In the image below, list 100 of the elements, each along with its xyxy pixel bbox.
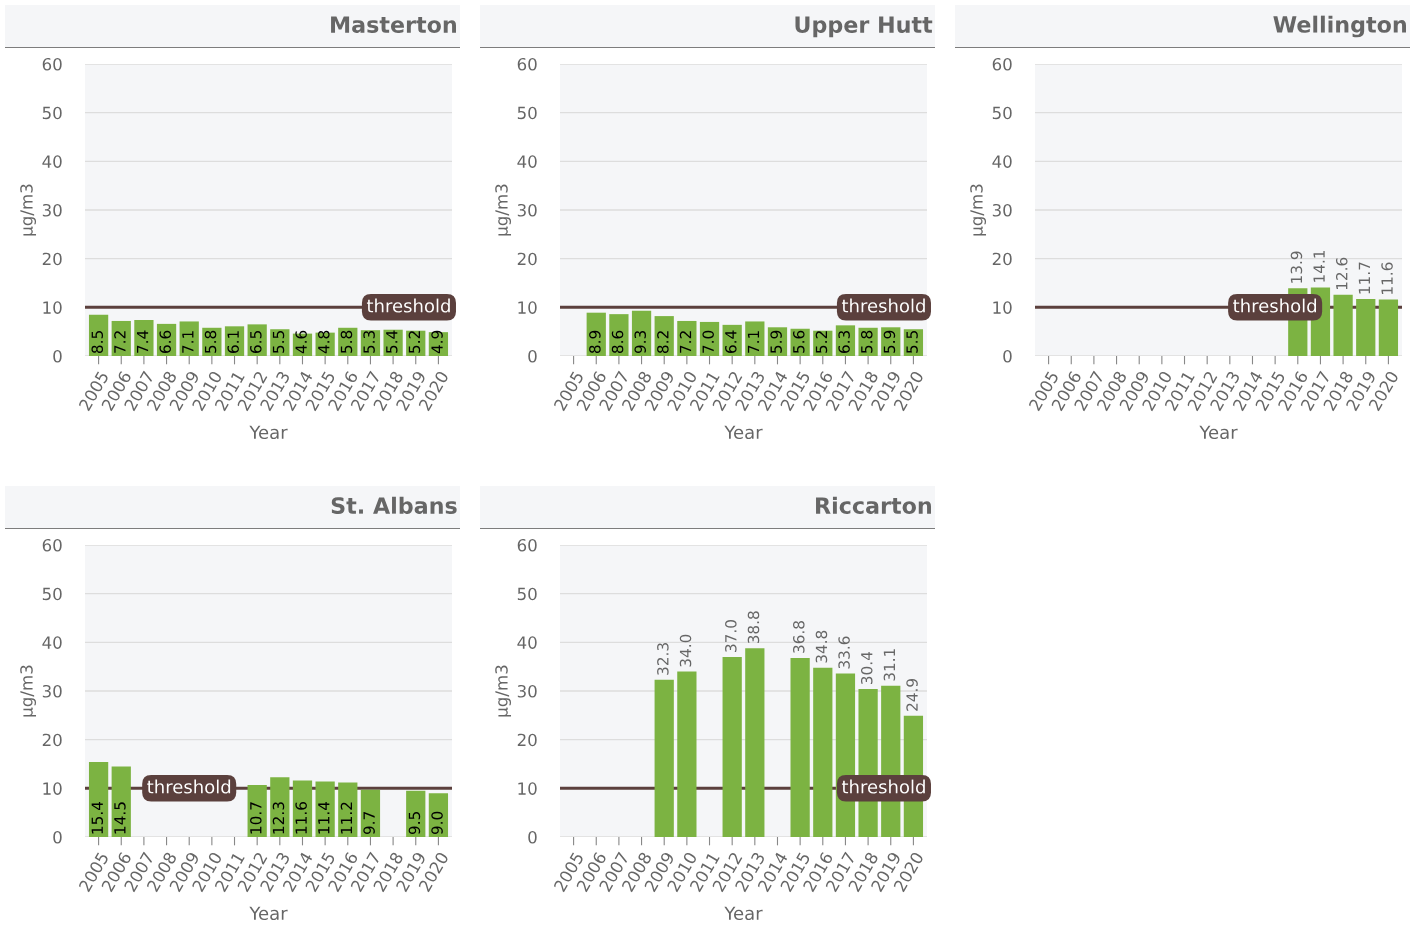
bar — [406, 790, 426, 837]
data-label: 5.9 — [883, 330, 896, 353]
bar — [677, 671, 697, 837]
data-label: 14.1 — [1313, 250, 1325, 282]
data-label: 6.6 — [159, 330, 171, 353]
y-tick-label: 40 — [992, 155, 1012, 168]
y-tick-label: 50 — [42, 587, 62, 601]
bar — [631, 310, 652, 356]
y-tick-label: 40 — [517, 155, 537, 168]
y-tick-label: 20 — [517, 252, 537, 266]
data-label: 9.3 — [634, 330, 646, 354]
y-tick-label: 0 — [53, 349, 62, 363]
y-tick-label: 0 — [1003, 349, 1012, 363]
data-label: 7.1 — [182, 331, 194, 353]
y-tick-label: 50 — [517, 587, 537, 601]
bar — [722, 656, 742, 837]
data-label: 30.4 — [860, 652, 873, 684]
y-axis-title: µg/m3 — [495, 184, 512, 236]
y-tick-label: 10 — [993, 301, 1012, 314]
chart-title: Upper Hutt — [795, 16, 933, 38]
ref-line-label: threshold — [147, 779, 231, 794]
data-label: 5.8 — [340, 330, 353, 353]
data-label: 4.9 — [431, 330, 443, 354]
y-tick-label: 10 — [43, 301, 62, 314]
y-tick-label: 60 — [42, 538, 62, 552]
y-axis-title: µg/m3 — [20, 184, 37, 236]
data-label: 32.3 — [657, 643, 669, 675]
y-tick-label: 0 — [528, 830, 537, 844]
y-tick-label: 30 — [517, 684, 537, 698]
data-label: 24.9 — [906, 678, 918, 711]
data-label: 15.4 — [91, 801, 104, 834]
data-label: 8.2 — [657, 331, 669, 354]
y-tick-label: 50 — [42, 106, 62, 120]
y-axis-title: µg/m3 — [970, 184, 987, 236]
data-label: 36.8 — [793, 621, 805, 653]
y-tick-label: 60 — [517, 57, 537, 71]
data-label: 9.5 — [408, 812, 421, 835]
y-tick-label: 10 — [518, 301, 537, 314]
y-tick-label: 50 — [992, 106, 1012, 120]
y-tick-label: 30 — [992, 203, 1012, 217]
x-axis-title: Year — [724, 425, 763, 440]
y-tick-label: 20 — [517, 733, 537, 747]
y-tick-label: 50 — [517, 106, 537, 120]
y-tick-label: 60 — [517, 538, 537, 552]
bar — [790, 657, 810, 837]
y-tick-label: 60 — [992, 57, 1012, 71]
y-tick-label: 10 — [43, 782, 62, 795]
y-tick-label: 40 — [42, 636, 62, 649]
ref-line-label: threshold — [366, 298, 450, 313]
data-label: 7.2 — [114, 331, 126, 353]
x-axis-title: Year — [249, 906, 288, 921]
bar — [1333, 294, 1353, 356]
y-axis-title: µg/m3 — [20, 665, 37, 717]
data-label: 5.3 — [363, 330, 375, 353]
bar — [360, 789, 381, 837]
ref-line-label: threshold — [841, 298, 925, 313]
x-axis-title: Year — [724, 906, 763, 921]
data-label: 4.8 — [318, 330, 330, 354]
bar — [813, 667, 833, 837]
data-label: 9.0 — [431, 811, 443, 835]
data-label: 7.2 — [679, 331, 692, 353]
bar — [609, 314, 629, 356]
data-label: 5.9 — [770, 330, 782, 353]
chart-title: Riccarton — [816, 496, 931, 514]
x-axis-title: Year — [249, 425, 288, 440]
data-label: 8.5 — [91, 331, 104, 354]
y-tick-label: 60 — [42, 57, 62, 71]
y-tick-label: 40 — [517, 636, 537, 649]
y-tick-label: 30 — [42, 203, 62, 217]
bar — [270, 777, 290, 837]
bar — [338, 782, 358, 837]
data-label: 5.6 — [793, 330, 805, 353]
data-label: 6.4 — [725, 330, 737, 353]
data-label: 14.5 — [114, 802, 126, 834]
data-label: 12.6 — [1335, 257, 1348, 290]
data-label: 8.9 — [589, 330, 601, 354]
data-label: 5.4 — [386, 330, 398, 353]
data-label: 11.4 — [318, 801, 330, 834]
data-label: 9.7 — [363, 812, 375, 835]
y-tick-label: 0 — [53, 830, 62, 844]
y-tick-label: 30 — [42, 684, 62, 698]
ref-line-label: threshold — [1233, 298, 1317, 313]
data-label: 11.7 — [1358, 262, 1370, 294]
bar — [1378, 299, 1399, 356]
data-label: 11.2 — [340, 802, 353, 834]
data-label: 5.2 — [815, 331, 828, 353]
data-label: 4.6 — [295, 330, 307, 354]
bar — [745, 648, 765, 837]
data-label: 7.1 — [747, 331, 760, 353]
data-label: 38.8 — [747, 611, 760, 644]
data-label: 5.5 — [272, 331, 285, 353]
data-label: 31.1 — [883, 649, 896, 681]
chart-title: St. Albans — [331, 496, 457, 514]
y-tick-label: 20 — [42, 252, 62, 266]
data-label: 10.7 — [250, 802, 262, 834]
data-label: 7.4 — [136, 330, 149, 353]
chart-title: Masterton — [331, 16, 456, 33]
x-axis-title: Year — [1199, 425, 1238, 440]
data-label: 13.9 — [1290, 251, 1303, 283]
data-label: 8.6 — [611, 330, 624, 354]
